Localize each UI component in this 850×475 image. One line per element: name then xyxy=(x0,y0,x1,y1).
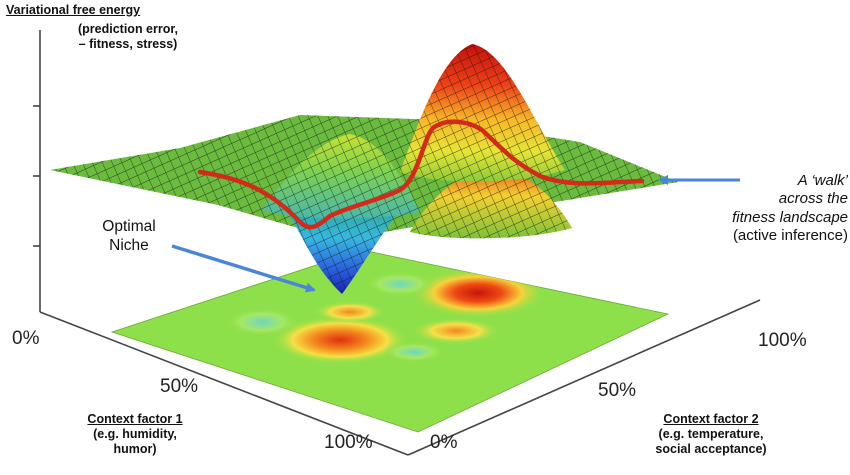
y-tick-100: 100% xyxy=(758,330,807,351)
walk-label-line-1: A ‘walk’ xyxy=(797,172,848,189)
x-axis-line xyxy=(39,311,409,456)
x-tick-0: 0% xyxy=(12,328,40,349)
optimal-niche-arrow xyxy=(171,244,316,293)
z-axis-subtitle-line-2: – fitness, stress) xyxy=(78,36,178,51)
heatmap-floor xyxy=(110,249,670,433)
z-axis-subtitle: (prediction error, – fitness, stress) xyxy=(78,22,178,52)
y-axis-subtitle-line-2: social acceptance) xyxy=(655,441,767,456)
y-tick-0: 0% xyxy=(430,432,458,453)
fitness-surface xyxy=(50,44,678,294)
x-axis-title-text: Context factor 1 xyxy=(87,412,183,426)
z-axis-title: Variational free energy xyxy=(6,3,140,18)
optimal-niche-label-line-1: Optimal xyxy=(102,218,156,235)
z-axis-subtitle-line-1: (prediction error, xyxy=(78,22,179,36)
x-tick-50: 50% xyxy=(160,376,199,397)
x-tick-100: 100% xyxy=(324,432,373,453)
walk-label-line-3: fitness landscape xyxy=(732,208,848,226)
walk-path xyxy=(197,119,645,230)
y-axis-title-text: Context factor 2 xyxy=(663,412,759,426)
walk-label: A ‘walk’ across the fitness landscape (a… xyxy=(696,172,848,245)
x-axis-subtitle-line-1: (e.g. humidity, xyxy=(93,426,177,441)
walk-label-line-4: (active inference) xyxy=(732,226,848,244)
walk-label-line-2: across the xyxy=(778,190,848,208)
heat-spot xyxy=(412,318,500,344)
axes xyxy=(33,30,761,456)
x-axis-subtitle-line-2: humor) xyxy=(113,441,157,456)
z-axis-title-text: Variational free energy xyxy=(6,3,141,17)
heat-spot xyxy=(384,342,444,362)
x-axis-title: Context factor 1 (e.g. humidity, humor) xyxy=(60,412,210,456)
heat-spot xyxy=(226,308,298,336)
y-axis-title: Context factor 2 (e.g. temperature, soci… xyxy=(636,412,786,456)
optimal-niche-label-line-2: Niche xyxy=(109,236,149,254)
heat-spot xyxy=(410,268,546,318)
optimal-niche-label: Optimal Niche xyxy=(84,218,174,256)
heat-spot xyxy=(366,272,434,296)
heat-spot xyxy=(314,301,386,323)
heat-spot xyxy=(272,316,408,364)
y-axis-subtitle-line-1: (e.g. temperature, xyxy=(658,426,764,441)
y-axis-line xyxy=(407,299,761,456)
y-tick-50: 50% xyxy=(598,380,637,401)
